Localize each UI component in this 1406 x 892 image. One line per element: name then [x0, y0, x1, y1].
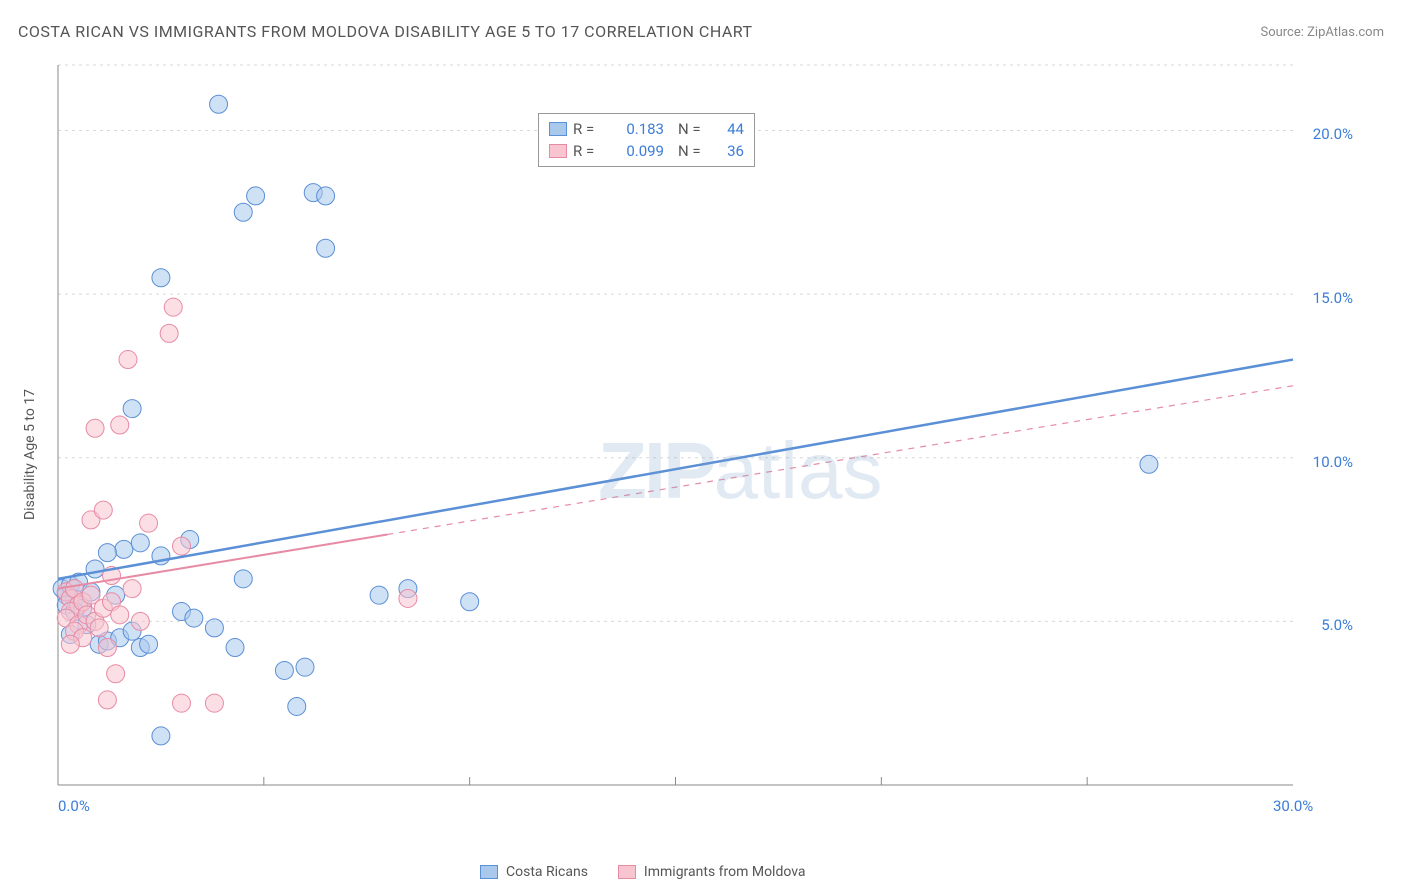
legend-stat-row: R = 0.183 N = 44 [549, 118, 744, 140]
y-tick-label: 10.0% [1313, 453, 1353, 471]
legend-item: Costa Ricans [480, 864, 588, 880]
r-label: R = [573, 142, 603, 160]
r-value: 0.183 [609, 120, 664, 138]
y-tick-label: 20.0% [1313, 125, 1353, 143]
n-value: 36 [714, 142, 744, 160]
source-attribution: Source: ZipAtlas.com [1260, 25, 1384, 40]
r-value: 0.099 [609, 142, 664, 160]
y-tick-label: 15.0% [1313, 289, 1353, 307]
r-label: R = [573, 120, 603, 138]
legend-stat-row: R = 0.099 N = 36 [549, 140, 744, 162]
legend-correlation-box: R = 0.183 N = 44 R = 0.099 N = 36 [538, 113, 755, 167]
legend-item: Immigrants from Moldova [618, 864, 806, 880]
legend-label: Immigrants from Moldova [644, 864, 806, 880]
y-tick-label: 5.0% [1321, 616, 1353, 634]
legend-swatch [549, 122, 567, 136]
legend-series: Costa Ricans Immigrants from Moldova [480, 864, 806, 880]
scatter-chart-svg [48, 55, 1363, 815]
y-axis-label: Disability Age 5 to 17 [22, 389, 38, 520]
plot-area: ZIPatlas R = 0.183 N = 44 R = 0.099 N = … [48, 55, 1363, 815]
legend-swatch [618, 865, 636, 879]
legend-swatch [549, 144, 567, 158]
legend-label: Costa Ricans [506, 864, 588, 880]
chart-title: COSTA RICAN VS IMMIGRANTS FROM MOLDOVA D… [18, 22, 753, 41]
n-label: N = [678, 142, 708, 160]
n-label: N = [678, 120, 708, 138]
x-tick-label: 30.0% [1273, 797, 1313, 815]
x-tick-label: 0.0% [58, 797, 90, 815]
n-value: 44 [714, 120, 744, 138]
legend-swatch [480, 865, 498, 879]
